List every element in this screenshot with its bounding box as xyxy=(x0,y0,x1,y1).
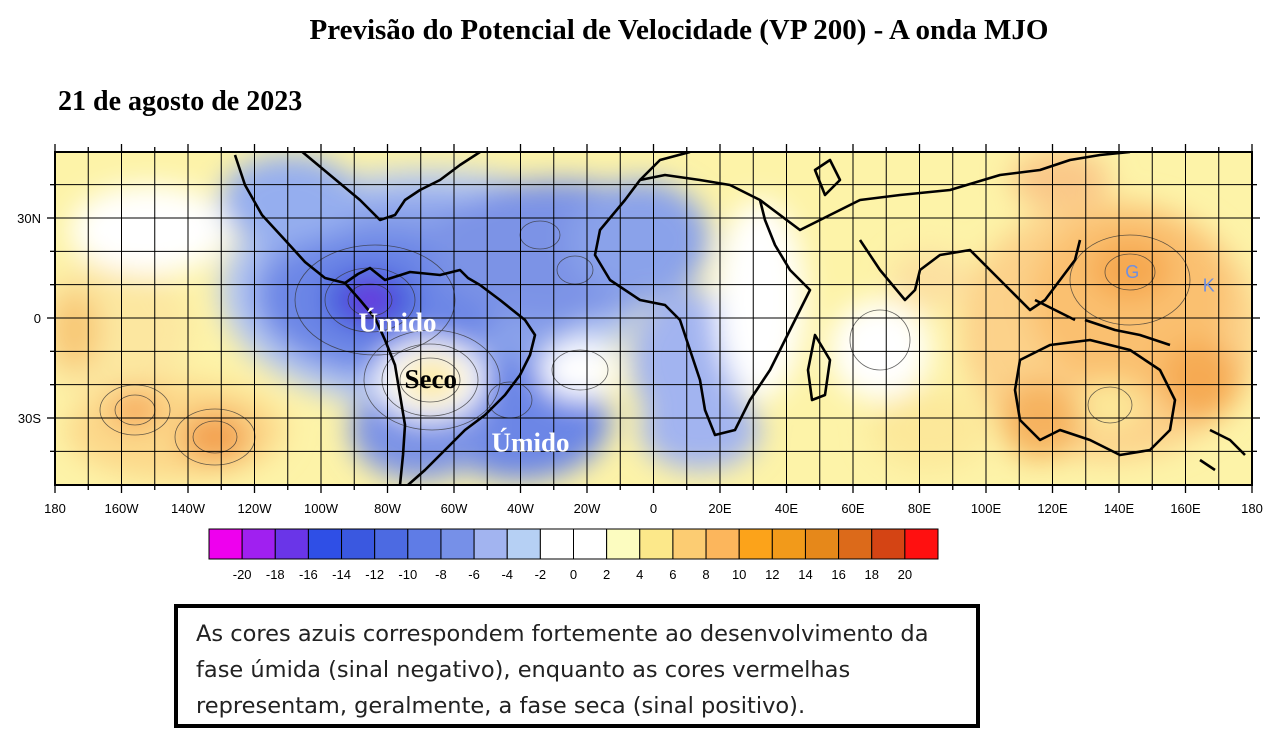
lat-tick-label: 30S xyxy=(18,411,41,426)
colorbar-label: -18 xyxy=(266,567,285,582)
colorbar-swatch xyxy=(307,528,343,560)
map-grid xyxy=(55,152,1252,485)
colorbar-label: -20 xyxy=(233,567,252,582)
colorbar-swatch xyxy=(407,528,442,560)
colorbar-swatch xyxy=(506,528,541,560)
lon-tick-label: 80W xyxy=(374,501,401,516)
lat-tick-label: 0 xyxy=(34,311,41,326)
lon-tick-label: 120W xyxy=(238,501,273,516)
colorbar-label: 16 xyxy=(831,567,845,582)
colorbar-swatch xyxy=(871,528,906,560)
colorbar-swatch xyxy=(208,528,243,560)
lon-tick-label: 180 xyxy=(1241,501,1263,516)
lon-tick-label: 80E xyxy=(908,501,931,516)
colorbar-swatch xyxy=(639,528,674,560)
lon-tick-label: 20W xyxy=(574,501,601,516)
colorbar-swatch xyxy=(374,528,409,560)
colorbar-swatch xyxy=(341,528,376,560)
page-title: Previsão do Potencial de Velocidade (VP … xyxy=(309,14,1049,46)
colorbar-label: -8 xyxy=(435,567,447,582)
colorbar-label: -4 xyxy=(501,567,513,582)
phase-annotations: Úmido Seco Úmido xyxy=(358,307,569,457)
lon-tick-label: 180 xyxy=(44,501,66,516)
colorbar-swatch xyxy=(838,528,873,560)
colorbar-label: -12 xyxy=(365,567,384,582)
lon-tick-label: 60E xyxy=(841,501,864,516)
colorbar-swatch xyxy=(606,528,641,560)
latitude-labels: 30N 0 30S xyxy=(17,211,41,426)
colorbar-swatch xyxy=(705,528,740,560)
colorbar-swatch xyxy=(738,528,773,560)
velocity-potential-map: 180 160W 140W 120W 100W 80W 60W 40W 20W 0 20E 40E 60… xyxy=(17,144,1263,582)
colorbar-label: -16 xyxy=(299,567,318,582)
colorbar-swatch xyxy=(440,528,475,560)
continent-outlines xyxy=(233,152,1246,485)
lon-tick-label: 100E xyxy=(971,501,1002,516)
colorbar-label: 8 xyxy=(702,567,709,582)
lon-tick-label: 60W xyxy=(441,501,468,516)
lon-tick-label: 0 xyxy=(650,501,657,516)
colorbar-label: 6 xyxy=(669,567,676,582)
colorbar-swatch xyxy=(672,528,707,560)
colorbar-swatch xyxy=(804,528,840,560)
colorbar-swatch xyxy=(274,528,309,560)
colorbar-label: 18 xyxy=(864,567,878,582)
legend-note: As cores azuis correspondem fortemente a… xyxy=(174,604,980,728)
lat-tick-label: 30N xyxy=(17,211,41,226)
annotation-label: Seco xyxy=(404,364,456,394)
colorbar-label: 4 xyxy=(636,567,643,582)
annotation-label: Úmido xyxy=(358,307,436,337)
lon-tick-label: 20E xyxy=(708,501,731,516)
colorbar-label: -14 xyxy=(332,567,351,582)
colorbar-label: 12 xyxy=(765,567,779,582)
lon-tick-label: 40W xyxy=(507,501,534,516)
forecast-date: 21 de agosto de 2023 xyxy=(58,86,303,117)
colorbar xyxy=(208,528,939,560)
colorbar-swatch xyxy=(771,528,806,560)
note-line: representam, geralmente, a fase seca (si… xyxy=(196,693,806,719)
colorbar-label: 0 xyxy=(570,567,577,582)
colorbar-labels: -20 -18 -16 -14 -12 -10 -8 -6 -4 -2 0 2 4 6 8 10 12 14 16 1… xyxy=(233,567,912,582)
colorbar-swatch xyxy=(573,528,608,560)
lon-tick-label: 100W xyxy=(304,501,339,516)
colorbar-swatch xyxy=(473,528,508,560)
colorbar-swatch xyxy=(241,528,276,560)
colorbar-swatch xyxy=(904,528,939,560)
lon-tick-label: 120E xyxy=(1037,501,1068,516)
note-line: As cores azuis correspondem fortemente a… xyxy=(196,621,929,647)
map-ticks xyxy=(47,144,1260,493)
colorbar-label: -10 xyxy=(398,567,417,582)
colorbar-swatch xyxy=(539,528,575,560)
lon-tick-label: 160E xyxy=(1170,501,1201,516)
lon-tick-label: 140W xyxy=(171,501,206,516)
lon-tick-label: 40E xyxy=(775,501,798,516)
colorbar-label: -2 xyxy=(535,567,547,582)
longitude-labels: 180 160W 140W 120W 100W 80W 60W 40W 20W 0 20E 40E 60… xyxy=(44,501,1263,516)
annotation-label: Úmido xyxy=(491,427,569,457)
colorbar-label: 14 xyxy=(798,567,812,582)
colorbar-label: 20 xyxy=(898,567,912,582)
minor-label: K xyxy=(1203,275,1215,295)
minor-label: G xyxy=(1125,262,1139,282)
note-line: fase úmida (sinal negativo), enquanto as… xyxy=(196,657,851,683)
colorbar-label: -6 xyxy=(468,567,480,582)
lon-tick-label: 140E xyxy=(1104,501,1135,516)
minor-annotations: GK xyxy=(1125,262,1214,295)
colorbar-label: 2 xyxy=(603,567,610,582)
lon-tick-label: 160W xyxy=(105,501,140,516)
colorbar-label: 10 xyxy=(732,567,746,582)
